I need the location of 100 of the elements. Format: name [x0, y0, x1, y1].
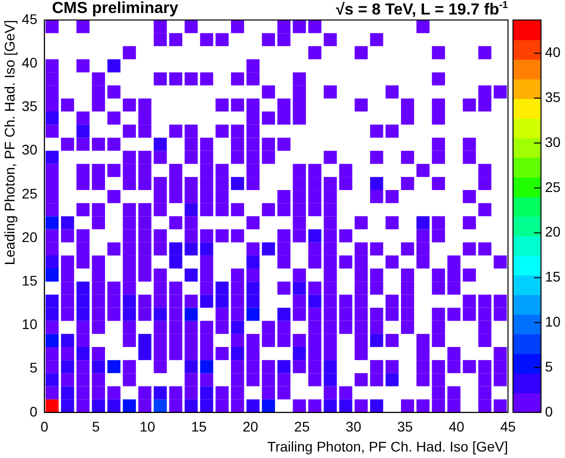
point [184, 308, 198, 321]
point [184, 373, 198, 386]
point [432, 176, 445, 190]
point [494, 399, 507, 412]
point [169, 334, 182, 347]
point [308, 282, 322, 295]
point [262, 138, 275, 151]
point [308, 164, 322, 177]
point [216, 33, 229, 46]
point [46, 386, 59, 400]
point [339, 164, 352, 177]
point [200, 72, 214, 86]
point [61, 98, 74, 112]
point [339, 255, 352, 269]
point [246, 176, 260, 190]
point [46, 373, 59, 386]
point [200, 360, 214, 374]
point [200, 190, 214, 204]
point [324, 386, 337, 400]
point [277, 320, 290, 334]
x-tick-label: 0 [40, 418, 48, 435]
point [277, 138, 290, 151]
point [200, 255, 214, 269]
point [76, 399, 90, 412]
point [216, 399, 229, 412]
point [200, 203, 214, 216]
point [292, 176, 306, 190]
point [324, 216, 337, 230]
point [447, 308, 460, 321]
point [138, 112, 152, 125]
point [231, 282, 244, 295]
point [154, 150, 167, 164]
point [292, 85, 306, 98]
point [462, 308, 476, 321]
point [169, 124, 182, 138]
point [292, 229, 306, 242]
point [107, 85, 120, 98]
point [76, 124, 90, 138]
point [246, 268, 260, 282]
point [92, 268, 105, 282]
point [354, 308, 368, 321]
y-tick-label: 35 [22, 98, 38, 114]
point [184, 320, 198, 334]
point [138, 334, 152, 347]
point [107, 360, 120, 374]
point [324, 308, 337, 321]
point [169, 72, 182, 86]
point [432, 334, 445, 347]
point [324, 150, 337, 164]
point [169, 282, 182, 295]
point [46, 164, 59, 177]
x-tick-label: 35 [397, 418, 413, 435]
point [76, 229, 90, 242]
point [308, 399, 322, 412]
point [292, 282, 306, 295]
point [308, 190, 322, 204]
point [200, 399, 214, 412]
point [46, 112, 59, 125]
point [61, 347, 74, 360]
point [231, 203, 244, 216]
point [76, 308, 90, 321]
point [200, 334, 214, 347]
chart-subtitle: √s = 8 TeV, L = 19.7 fb$^{-1}$ [336, 0, 508, 20]
point [216, 294, 229, 308]
point [200, 229, 214, 242]
point [370, 124, 384, 138]
point [46, 308, 59, 321]
point [324, 229, 337, 242]
color-bar-label: 0 [545, 403, 553, 420]
point [184, 72, 198, 86]
point [370, 242, 384, 256]
point [76, 373, 90, 386]
point [184, 150, 198, 164]
point [277, 98, 290, 112]
point [138, 386, 152, 400]
point [169, 308, 182, 321]
point [107, 164, 120, 177]
point [61, 268, 74, 282]
point [184, 124, 198, 138]
point [154, 347, 167, 360]
point [46, 150, 59, 164]
point [416, 347, 430, 360]
point [354, 347, 368, 360]
point [231, 399, 244, 412]
point [231, 308, 244, 321]
point [292, 164, 306, 177]
point [478, 308, 492, 321]
point [432, 98, 445, 112]
point [308, 176, 322, 190]
point [231, 229, 244, 242]
point [154, 360, 167, 374]
point [246, 59, 260, 72]
point [154, 33, 167, 46]
point [76, 386, 90, 400]
point [462, 190, 476, 204]
point [324, 294, 337, 308]
point [122, 242, 136, 256]
point [138, 216, 152, 230]
point [308, 242, 322, 256]
y-tick-label: 5 [30, 360, 38, 376]
